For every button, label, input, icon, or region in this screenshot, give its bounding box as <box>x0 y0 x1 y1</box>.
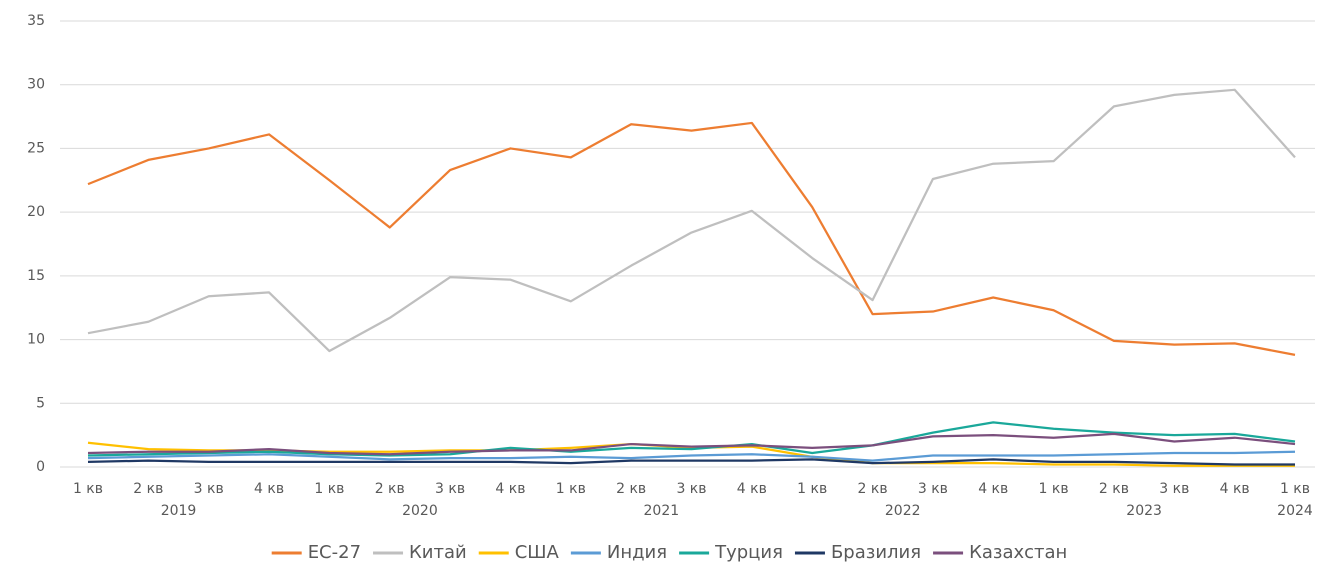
x-tick-label: 2 кв <box>858 481 888 497</box>
x-tick-label: 4 кв <box>737 481 767 497</box>
x-tick-label: 4 кв <box>495 481 525 497</box>
legend-label: Турция <box>714 542 783 563</box>
legend-item: Индия <box>570 542 667 563</box>
legend-label: Китай <box>409 542 467 563</box>
series-line <box>87 421 1296 457</box>
year-label: 2024 <box>1277 503 1313 519</box>
y-tick-label: 35 <box>27 13 45 29</box>
x-tick-label: 1 кв <box>556 481 586 497</box>
legend: ЕС-27 Китай США Индия Турция Бразилия Казахста… <box>271 542 1067 563</box>
y-tick-label: 0 <box>36 459 45 475</box>
x-tick-label: 1 кв <box>73 481 103 497</box>
x-tick-label: 3 кв <box>676 481 706 497</box>
x-tick-label: 3 кв <box>1159 481 1189 497</box>
legend-label: Казахстан <box>969 542 1067 563</box>
series-line <box>87 121 1296 356</box>
legend-item: Китай <box>373 542 467 563</box>
x-tick-label: 4 кв <box>1220 481 1250 497</box>
legend-item: ЕС-27 <box>271 542 361 563</box>
y-tick-label: 15 <box>27 268 45 284</box>
series-line <box>87 458 1295 466</box>
series-line <box>87 450 1296 462</box>
legend-label: США <box>515 542 560 563</box>
legend-label: ЕС-27 <box>308 542 361 563</box>
x-tick-label: 1 кв <box>1280 481 1310 497</box>
x-tick-label: 1 кв <box>314 481 344 497</box>
x-tick-label: 2 кв <box>375 481 405 497</box>
x-tick-label: 2 кв <box>133 481 163 497</box>
legend-item: США <box>478 542 560 563</box>
y-tick-label: 10 <box>27 332 45 348</box>
legend-label: Бразилия <box>831 542 921 563</box>
legend-label: Индия <box>607 542 667 563</box>
year-label: 2022 <box>885 503 921 519</box>
x-tick-label: 3 кв <box>435 481 465 497</box>
year-label: 2023 <box>1126 503 1162 519</box>
y-tick-label: 5 <box>36 395 45 411</box>
legend-item: Казахстан <box>933 542 1067 563</box>
year-label: 2021 <box>644 503 680 519</box>
legend-item: Турция <box>679 542 783 563</box>
y-tick-label: 30 <box>27 77 45 93</box>
y-tick-label: 25 <box>27 140 45 156</box>
x-tick-label: 2 кв <box>1099 481 1129 497</box>
series-line <box>87 432 1296 456</box>
series-line <box>87 88 1296 353</box>
year-label: 2020 <box>402 503 438 519</box>
x-tick-label: 2 кв <box>616 481 646 497</box>
y-tick-label: 20 <box>27 204 45 220</box>
legend-item: Бразилия <box>794 542 921 563</box>
x-tick-label: 3 кв <box>918 481 948 497</box>
x-tick-label: 3 кв <box>194 481 224 497</box>
x-tick-label: 4 кв <box>254 481 284 497</box>
x-tick-label: 1 кв <box>1039 481 1069 497</box>
x-tick-label: 1 кв <box>797 481 827 497</box>
x-tick-label: 4 кв <box>978 481 1008 497</box>
year-label: 2019 <box>161 503 197 519</box>
